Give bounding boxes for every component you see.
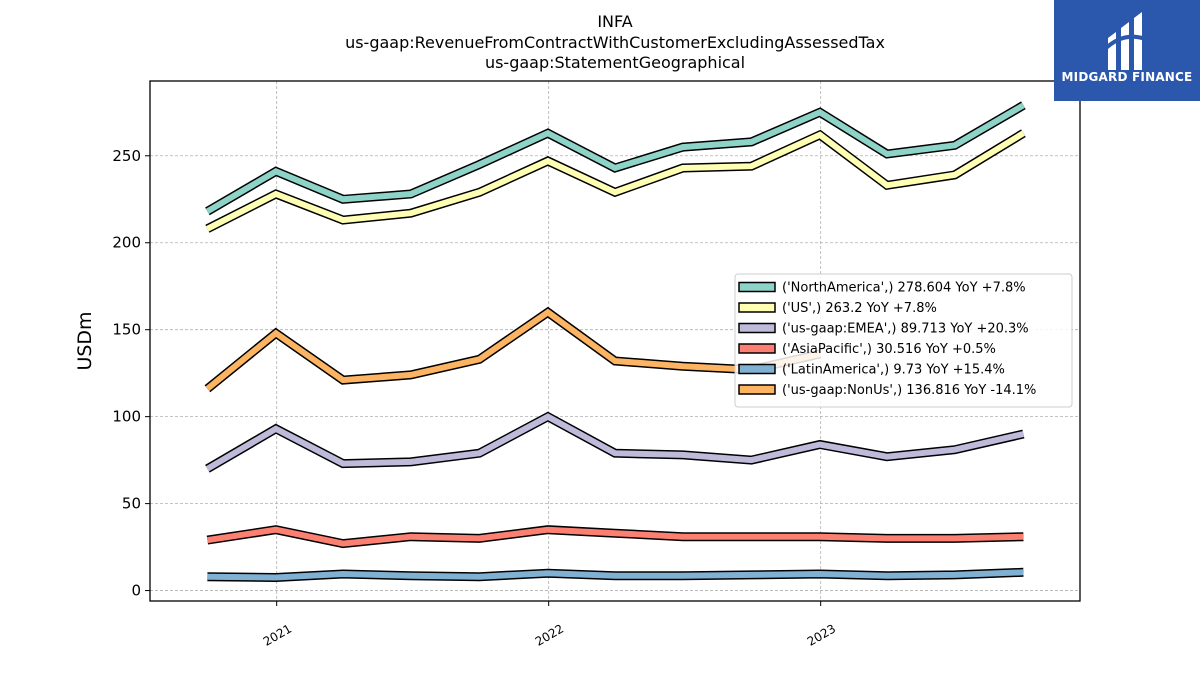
legend-label: ('NorthAmerica',) 278.604 YoY +7.8% bbox=[782, 281, 1026, 296]
chart-title-line: us-gaap:StatementGeographical bbox=[485, 53, 745, 72]
legend-item: ('AsiaPacific',) 30.516 YoY +0.5% bbox=[738, 342, 996, 357]
x-tick-label: 2021 bbox=[261, 621, 294, 648]
y-tick-label: 100 bbox=[112, 408, 141, 426]
y-tick-label: 0 bbox=[131, 582, 141, 600]
legend-item: ('us-gaap:NonUs',) 136.816 YoY -14.1% bbox=[738, 383, 1036, 398]
legend-swatch bbox=[738, 302, 776, 313]
series-line bbox=[205, 101, 1026, 216]
y-axis: 0 50 100 150 200 250 bbox=[112, 147, 150, 600]
legend-swatch bbox=[738, 384, 776, 395]
x-axis: 2021 2022 2023 bbox=[261, 601, 838, 649]
legend-item: ('LatinAmerica',) 9.73 YoY +15.4% bbox=[738, 363, 1005, 378]
midgard-finance-logo: MIDGARD FINANCE bbox=[1054, 0, 1200, 101]
chart-title-line: INFA bbox=[597, 12, 632, 31]
x-tick-label: 2022 bbox=[533, 621, 566, 648]
legend-item: ('US',) 263.2 YoY +7.8% bbox=[738, 301, 937, 316]
midgard-logo-icon bbox=[1102, 12, 1149, 70]
legend-swatch bbox=[738, 343, 776, 354]
legend: ('NorthAmerica',) 278.604 YoY +7.8% ('US'… bbox=[734, 273, 1073, 408]
y-tick-label: 250 bbox=[112, 147, 141, 165]
legend-label: ('AsiaPacific',) 30.516 YoY +0.5% bbox=[782, 342, 996, 357]
y-tick-label: 50 bbox=[122, 495, 141, 513]
legend-item: ('NorthAmerica',) 278.604 YoY +7.8% bbox=[738, 281, 1026, 296]
legend-label: ('us-gaap:EMEA',) 89.713 YoY +20.3% bbox=[782, 322, 1029, 337]
legend-swatch bbox=[738, 363, 776, 375]
legend-label: ('US',) 263.2 YoY +7.8% bbox=[782, 301, 937, 316]
y-tick-label: 200 bbox=[112, 234, 141, 252]
legend-swatch bbox=[738, 281, 776, 293]
series-line bbox=[205, 411, 1025, 473]
legend-box bbox=[734, 273, 1073, 408]
series-line-fill bbox=[206, 130, 1025, 232]
legend-label: ('us-gaap:NonUs',) 136.816 YoY -14.1% bbox=[782, 383, 1036, 398]
legend-swatch bbox=[738, 322, 776, 334]
series-line bbox=[207, 567, 1024, 583]
plot-frame bbox=[149, 80, 1081, 602]
series-line bbox=[204, 306, 821, 393]
logo-text: MIDGARD FINANCE bbox=[1061, 70, 1193, 84]
y-axis-label: USDm bbox=[74, 311, 96, 370]
series-line-fill bbox=[205, 308, 821, 392]
chart-title-line: us-gaap:RevenueFromContractWithCustomerE… bbox=[345, 33, 885, 52]
series-line bbox=[205, 129, 1026, 233]
series-line bbox=[206, 525, 1024, 549]
series-layer bbox=[204, 101, 1026, 583]
y-tick-label: 150 bbox=[112, 321, 141, 339]
legend-label: ('LatinAmerica',) 9.73 YoY +15.4% bbox=[782, 363, 1005, 378]
x-tick-label: 2023 bbox=[805, 621, 838, 648]
series-line-fill bbox=[207, 569, 1024, 581]
chart-title: INFA us-gaap:RevenueFromContractWithCust… bbox=[345, 12, 885, 72]
series-line-outline bbox=[205, 411, 1025, 473]
legend-item: ('us-gaap:EMEA',) 89.713 YoY +20.3% bbox=[738, 322, 1029, 337]
